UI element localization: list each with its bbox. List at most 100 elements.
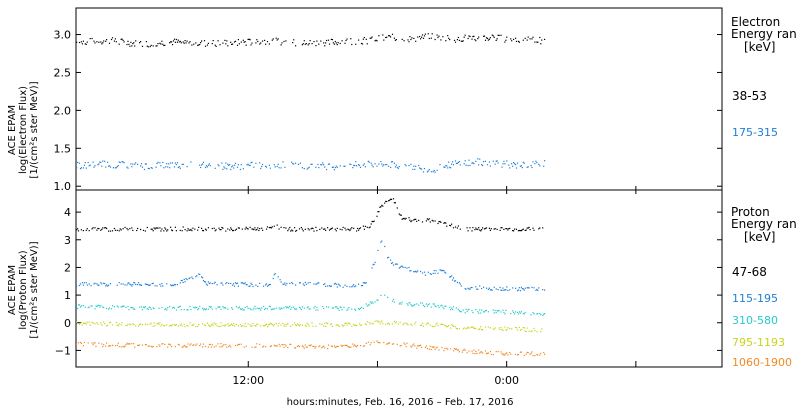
data-point (328, 163, 331, 165)
data-point (501, 328, 503, 331)
data-point (524, 311, 526, 314)
data-point (198, 226, 200, 228)
data-point (182, 346, 184, 348)
data-point (341, 40, 343, 42)
data-point (518, 41, 520, 43)
data-point (320, 164, 322, 166)
data-point (249, 285, 251, 287)
data-point (306, 168, 308, 170)
data-point (92, 227, 94, 229)
data-point (474, 39, 476, 41)
data-point (522, 161, 524, 163)
data-point (410, 221, 412, 223)
electron-legend-title-3: [keV] (744, 40, 775, 54)
data-point (379, 206, 381, 208)
data-point (265, 323, 268, 325)
data-point (273, 324, 275, 326)
data-point (536, 41, 538, 43)
data-point (376, 299, 378, 301)
data-point (421, 346, 423, 348)
data-point (374, 40, 376, 42)
data-point (423, 35, 426, 37)
data-point (349, 229, 351, 232)
data-point (171, 324, 174, 326)
data-point (387, 296, 389, 298)
data-point (80, 41, 82, 43)
proton-legend-title-2: Energy ran (731, 217, 797, 231)
data-point (345, 344, 347, 346)
data-point (159, 227, 161, 229)
data-point (76, 229, 78, 231)
data-point (162, 43, 164, 45)
data-point (103, 282, 105, 284)
data-point (444, 305, 446, 307)
data-point (353, 227, 355, 229)
data-point (137, 227, 139, 230)
data-point (128, 309, 130, 311)
data-point (80, 321, 82, 323)
data-point (376, 215, 378, 217)
data-point (204, 45, 207, 47)
data-point (276, 39, 278, 41)
data-point (327, 322, 329, 325)
data-point (246, 306, 248, 308)
data-point (98, 163, 100, 165)
data-point (122, 161, 124, 163)
data-point (130, 41, 132, 43)
data-point (327, 348, 329, 350)
data-point (447, 35, 449, 37)
data-point (391, 300, 394, 302)
data-point (137, 284, 139, 286)
data-point (83, 341, 85, 344)
data-point (517, 354, 520, 356)
data-point (358, 39, 360, 41)
data-point (256, 228, 258, 231)
data-point (160, 285, 162, 287)
proton-plot-frame (75, 189, 723, 368)
data-point (225, 43, 227, 45)
data-point (371, 322, 373, 324)
data-point (226, 346, 228, 348)
data-point (378, 163, 380, 165)
data-point (515, 228, 518, 230)
data-point (332, 42, 334, 44)
data-point (480, 312, 482, 314)
data-point (368, 227, 370, 229)
data-point (382, 323, 384, 325)
data-point (364, 225, 366, 227)
data-point (341, 345, 343, 347)
data-point (82, 40, 84, 42)
data-point (390, 259, 392, 261)
data-point (196, 343, 198, 345)
data-point (261, 307, 263, 309)
data-point (323, 42, 325, 44)
data-point (105, 166, 107, 168)
data-point (146, 45, 148, 47)
data-point (273, 274, 275, 276)
data-point (82, 304, 84, 307)
data-point (251, 346, 253, 348)
data-point (336, 286, 338, 288)
data-point (152, 325, 154, 327)
data-point (316, 283, 318, 285)
data-point (372, 166, 374, 168)
data-point (144, 323, 146, 325)
data-point (200, 42, 202, 44)
data-point (257, 285, 259, 287)
data-point (351, 308, 353, 310)
data-point (217, 164, 219, 166)
data-point (481, 329, 483, 331)
data-point (208, 282, 210, 285)
data-point (104, 227, 106, 229)
data-point (392, 198, 395, 200)
data-point (207, 42, 209, 44)
data-point (452, 308, 454, 311)
data-point (285, 325, 287, 327)
data-point (119, 228, 121, 230)
data-point (78, 284, 81, 287)
data-point (100, 161, 102, 163)
data-point (167, 346, 169, 348)
proton-data-points (76, 198, 546, 357)
data-point (336, 345, 338, 347)
data-point (451, 275, 453, 277)
